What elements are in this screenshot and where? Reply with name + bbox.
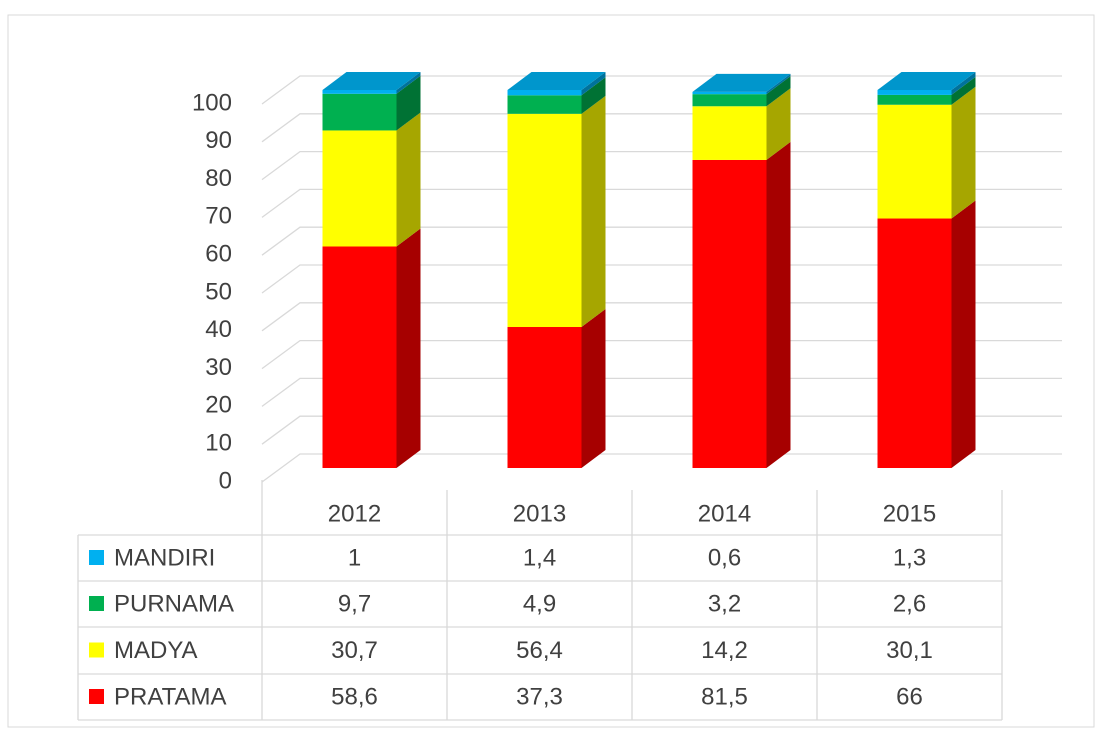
y-tick-label: 90	[205, 127, 232, 154]
bar	[877, 90, 952, 95]
bar-side	[396, 72, 421, 94]
grid-line	[261, 415, 1062, 445]
y-tick-label: 10	[205, 430, 232, 457]
bar	[507, 95, 582, 114]
legend-swatch	[89, 550, 104, 565]
grid-line	[261, 75, 1062, 105]
legend-swatch	[89, 596, 104, 611]
bar	[692, 94, 767, 107]
data-label: 1	[348, 544, 361, 571]
grid-line	[261, 264, 1062, 294]
data-label: 1,3	[893, 544, 926, 571]
grid-line	[261, 377, 1062, 407]
bar-side	[581, 95, 606, 328]
y-tick-label: 70	[205, 203, 232, 230]
bar-side	[766, 141, 791, 468]
bar-side	[581, 309, 606, 468]
grid-line	[261, 226, 1062, 256]
bar	[507, 113, 582, 328]
bar-side	[766, 88, 791, 160]
bar	[322, 130, 397, 247]
x-tick-label: 2013	[513, 500, 566, 527]
chart-border	[7, 14, 1095, 728]
data-label: 2,6	[893, 590, 926, 617]
bar-side	[951, 200, 976, 468]
data-label: 66	[896, 683, 923, 710]
x-tick-label: 2015	[883, 500, 936, 527]
bar	[877, 94, 952, 105]
bar-top	[507, 72, 606, 90]
data-label: 81,5	[701, 683, 748, 710]
grid-line	[261, 150, 1062, 181]
y-tick-label: 80	[205, 165, 232, 192]
bar-top	[877, 72, 976, 90]
legend-label: MADYA	[114, 637, 198, 664]
bar	[507, 90, 582, 96]
grid-line	[261, 453, 1062, 483]
bar-top	[322, 72, 421, 90]
data-label: 3,2	[708, 590, 741, 617]
bar-side	[396, 75, 421, 131]
bar	[692, 159, 767, 468]
bar	[877, 218, 952, 468]
bar-side	[581, 77, 606, 114]
grid-line	[261, 188, 1062, 218]
data-label: 1,4	[523, 544, 556, 571]
bar	[692, 106, 767, 160]
y-tick-label: 100	[192, 89, 232, 116]
bar-side	[766, 73, 791, 95]
y-tick-label: 20	[205, 392, 232, 419]
bar-side	[581, 72, 606, 96]
data-label: 58,6	[331, 683, 378, 710]
data-label: 56,4	[516, 637, 563, 664]
bar-side	[951, 76, 976, 105]
y-tick-label: 60	[205, 241, 232, 268]
bar	[877, 104, 952, 219]
bar-side	[396, 112, 421, 247]
bar	[322, 90, 397, 94]
data-label: 14,2	[701, 637, 748, 664]
x-tick-label: 2012	[328, 500, 381, 527]
bar	[692, 91, 767, 95]
legend-label: MANDIRI	[114, 544, 215, 571]
grid-line	[261, 302, 1062, 332]
bar	[322, 93, 397, 131]
bar	[322, 246, 397, 468]
y-tick-label: 0	[219, 467, 232, 494]
data-label: 30,1	[886, 637, 933, 664]
legend-label: PRATAMA	[114, 683, 226, 710]
legend-swatch	[89, 689, 104, 704]
data-label: 9,7	[338, 590, 371, 617]
bar-side	[951, 72, 976, 95]
legend-label: PURNAMA	[114, 590, 234, 617]
bar	[507, 327, 582, 468]
x-tick-label: 2014	[698, 500, 751, 527]
grid-line	[261, 113, 1062, 143]
bar-side	[766, 76, 791, 107]
grid-line	[261, 339, 1062, 370]
bar-side	[951, 86, 976, 219]
y-tick-label: 40	[205, 316, 232, 343]
data-label: 30,7	[331, 637, 378, 664]
legend-swatch	[89, 642, 104, 658]
data-label: 4,9	[523, 590, 556, 617]
bar-side	[396, 228, 421, 468]
y-tick-label: 30	[205, 354, 232, 381]
bar-top	[692, 73, 791, 92]
y-tick-label: 50	[205, 278, 232, 305]
data-label: 0,6	[708, 544, 741, 571]
data-label: 37,3	[516, 683, 563, 710]
